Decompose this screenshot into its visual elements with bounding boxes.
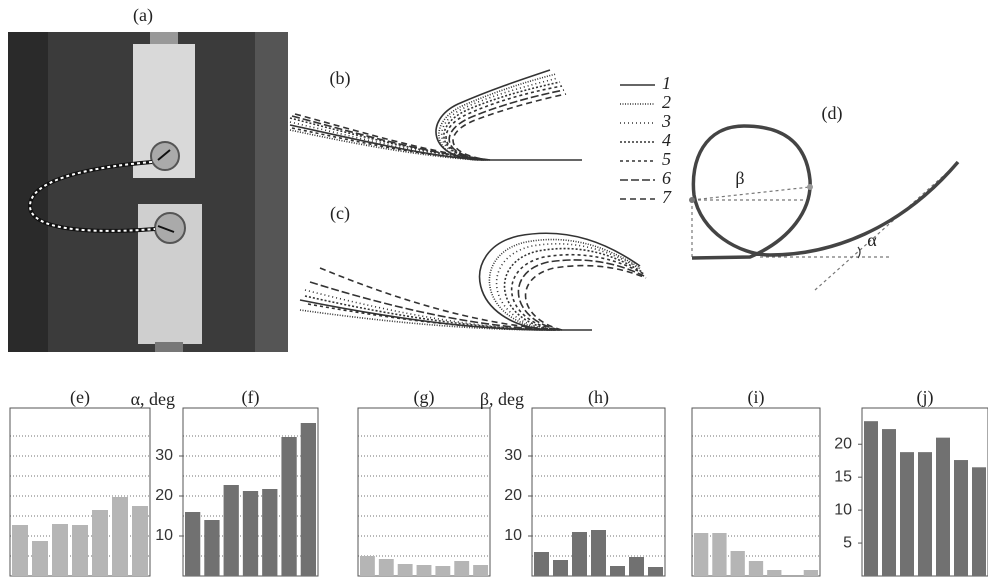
- bar: [417, 565, 432, 576]
- y-tick-label: 10: [834, 501, 852, 518]
- y-tick-label: 20: [155, 487, 173, 504]
- bar: [379, 559, 394, 576]
- legend-label: 3: [661, 111, 671, 131]
- legend-label: 1: [662, 73, 671, 93]
- bar: [954, 460, 968, 576]
- bar: [281, 437, 296, 576]
- bar: [12, 525, 28, 576]
- legend-lines: [620, 85, 655, 199]
- bar: [132, 506, 148, 576]
- legend-label: 2: [662, 92, 671, 112]
- panel-label: (d): [822, 103, 843, 124]
- chart-title: (h): [588, 387, 609, 408]
- y-tick-label: 30: [155, 447, 173, 464]
- bar: [936, 438, 950, 576]
- legend-label: 4: [662, 130, 671, 150]
- chart-title: (g): [414, 387, 435, 408]
- bar: [572, 532, 587, 576]
- angle-label: α: [867, 230, 877, 250]
- bar: [749, 561, 763, 576]
- bar: [224, 485, 239, 576]
- bar: [204, 520, 219, 576]
- chart-title: (i): [748, 387, 765, 408]
- bar: [32, 541, 48, 576]
- curves-c: [300, 233, 646, 330]
- bar: [262, 489, 277, 576]
- bar: [301, 423, 316, 576]
- photo: [8, 32, 288, 352]
- legend-label: 6: [662, 168, 671, 188]
- bar: [767, 570, 781, 576]
- y-axis-label: β, deg: [480, 389, 524, 409]
- bar: [185, 512, 200, 576]
- y-tick-label: 30: [504, 447, 522, 464]
- angle-label: β: [735, 168, 744, 188]
- y-tick-label: 10: [155, 527, 173, 544]
- bar: [92, 510, 108, 576]
- figure: (a) (b) (c): [0, 0, 988, 577]
- legend-label: 7: [662, 187, 672, 207]
- legend-label: 5: [662, 149, 671, 169]
- bar: [398, 564, 413, 576]
- bar: [864, 421, 878, 576]
- bar: [553, 560, 568, 576]
- bar: [804, 570, 818, 576]
- bar: [972, 467, 986, 576]
- bar: [243, 491, 258, 576]
- schematic-d: [689, 126, 958, 290]
- panel-label: (c): [330, 203, 350, 224]
- chart-title: (f): [242, 387, 260, 408]
- bar: [454, 561, 469, 576]
- y-axis-label: α, deg: [131, 389, 175, 409]
- y-tick-label: 20: [504, 487, 522, 504]
- chart-title: (e): [70, 387, 90, 408]
- plot-frame: [358, 408, 490, 576]
- bar: [629, 557, 644, 576]
- bar: [72, 525, 88, 576]
- bar: [435, 566, 450, 576]
- bar: [900, 452, 914, 576]
- bar: [882, 429, 896, 576]
- bar: [112, 497, 128, 576]
- y-tick-label: 10: [504, 527, 522, 544]
- bar: [731, 551, 745, 576]
- bar: [712, 533, 726, 576]
- bar: [918, 452, 932, 576]
- bar: [473, 565, 488, 576]
- bar: [694, 533, 708, 576]
- plot-frame: [692, 408, 820, 576]
- y-tick-label: 15: [834, 468, 852, 485]
- panel-label: (b): [330, 68, 351, 89]
- bar: [591, 530, 606, 576]
- bar: [610, 566, 625, 576]
- y-tick-label: 20: [834, 435, 852, 452]
- bar: [648, 567, 663, 576]
- chart-title: (j): [917, 387, 934, 408]
- bar: [360, 556, 375, 576]
- bar: [52, 524, 68, 576]
- panel-label: (a): [133, 5, 153, 26]
- y-tick-label: 5: [843, 534, 852, 551]
- bar: [534, 552, 549, 576]
